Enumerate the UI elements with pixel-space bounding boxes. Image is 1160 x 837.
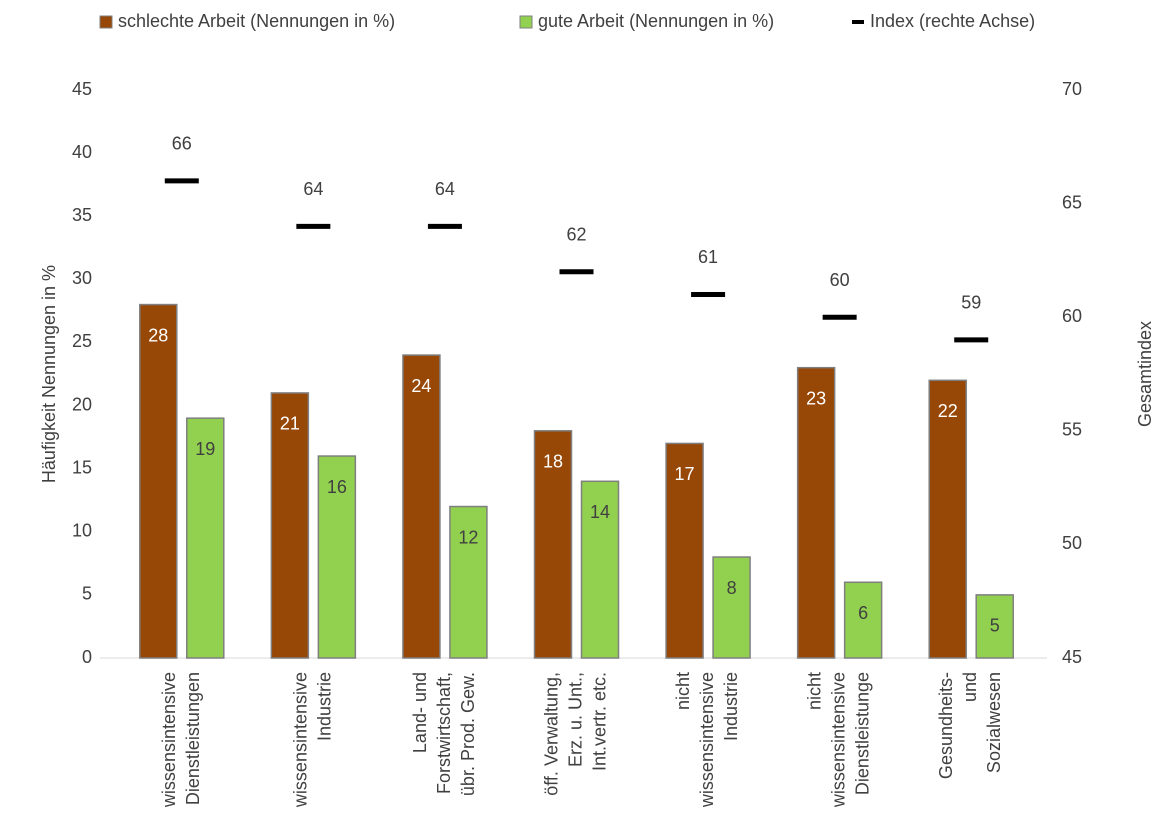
x-tick-label-line: Gesundheits- (936, 672, 956, 779)
x-tick-label-line: Sozialwesen (984, 672, 1004, 773)
legend-swatch (99, 15, 113, 29)
y2-tick-label: 55 (1062, 420, 1082, 440)
data-label: 64 (303, 179, 323, 199)
data-label: 19 (195, 439, 215, 459)
data-label: 28 (148, 325, 168, 345)
x-tick-label-line: Land- und (410, 672, 430, 753)
x-tick-label-line: nicht (673, 672, 693, 710)
x-tick-label-line: Industrie (721, 672, 741, 741)
x-tick-label-line: Industrie (314, 672, 334, 741)
data-label: 23 (806, 388, 826, 408)
data-label: 22 (938, 401, 958, 421)
legend-label: Index (rechte Achse) (870, 11, 1035, 31)
legend-swatch (519, 15, 533, 29)
y-tick-label: 25 (72, 331, 92, 351)
x-tick-label-line: Int.vertr. etc. (589, 672, 609, 771)
x-tick-label-line: Dienstleistungen (183, 672, 203, 805)
data-label: 24 (411, 376, 431, 396)
x-tick-label-line: Dienstleistunge (852, 672, 872, 795)
x-tick-label-line: wissensintensive (828, 672, 848, 808)
y2-tick-label: 45 (1062, 647, 1082, 667)
x-tick-label-line: und (960, 672, 980, 702)
bar (712, 556, 751, 659)
legend-label: schlechte Arbeit (Nennungen in %) (118, 11, 395, 31)
x-tick-label-line: wissensintensive (697, 672, 717, 808)
data-label: 62 (566, 225, 586, 245)
data-label: 16 (327, 477, 347, 497)
x-tick-label-line: wissensintensive (290, 672, 310, 808)
data-label: 60 (830, 270, 850, 290)
data-label: 59 (961, 293, 981, 313)
y2-tick-label: 50 (1062, 533, 1082, 553)
data-label: 8 (727, 578, 737, 598)
x-tick-label-line: Forstwirtschaft, (434, 672, 454, 794)
bar (580, 480, 620, 659)
x-tick-label-line: wissensintensive (159, 672, 179, 808)
data-label: 12 (458, 527, 478, 547)
bar (796, 366, 836, 659)
data-label: 21 (280, 414, 300, 434)
y2-axis-title: Gesamtindex (1135, 321, 1155, 427)
bar (975, 594, 1014, 659)
x-tick-label: wissensintensive Industrie (290, 672, 334, 808)
x-tick-label-line: nicht (804, 672, 824, 710)
y-tick-label: 40 (72, 142, 92, 162)
x-tick-label: wissensintensive Dienstleistungen (159, 672, 203, 808)
y-tick-label: 35 (72, 205, 92, 225)
data-label: 6 (858, 603, 868, 623)
y-axis-title: Häufigkeit Nennungen in % (39, 265, 59, 483)
bar (317, 455, 357, 659)
bar (449, 505, 488, 659)
y2-tick-label: 70 (1062, 79, 1082, 99)
data-label: 14 (590, 502, 610, 522)
y-tick-label: 20 (72, 394, 92, 414)
data-label: 66 (172, 134, 192, 154)
data-label: 18 (543, 452, 563, 472)
x-tick-label: Gesundheits-und Sozialwesen (936, 672, 1004, 779)
bar (139, 303, 178, 659)
x-tick-label: öff. Verwaltung, Erz. u. Unt., Int.vertr. … (541, 672, 609, 796)
bar (402, 354, 441, 659)
y-tick-label: 45 (72, 79, 92, 99)
data-label: 17 (675, 464, 695, 484)
y-tick-label: 30 (72, 268, 92, 288)
x-tick-label: nicht wissensintensive Industrie (673, 672, 741, 808)
y2-tick-label: 60 (1062, 306, 1082, 326)
bar (186, 417, 225, 659)
y-tick-label: 0 (82, 647, 92, 667)
legend-label: gute Arbeit (Nennungen in %) (538, 11, 774, 31)
x-tick-label: nicht wissensintensive Dienstleistunge (804, 672, 872, 808)
bar (270, 392, 310, 659)
y-tick-label: 15 (72, 457, 92, 477)
data-label: 64 (435, 179, 455, 199)
x-tick-label-line: übr. Prod. Gew. (458, 672, 478, 796)
y2-tick-label: 65 (1062, 192, 1082, 212)
x-tick-label-line: öff. Verwaltung, (541, 672, 561, 796)
y-tick-label: 5 (82, 584, 92, 604)
data-label: 5 (990, 616, 1000, 636)
x-tick-label-line: Erz. u. Unt., (565, 672, 585, 767)
bar (843, 581, 883, 659)
bar (533, 430, 573, 659)
bar (665, 442, 704, 659)
bar (928, 379, 967, 659)
x-tick-label: Land- und Forstwirtschaft, übr. Prod. Gew. (410, 672, 478, 796)
y-tick-label: 10 (72, 521, 92, 541)
data-label: 61 (698, 247, 718, 267)
